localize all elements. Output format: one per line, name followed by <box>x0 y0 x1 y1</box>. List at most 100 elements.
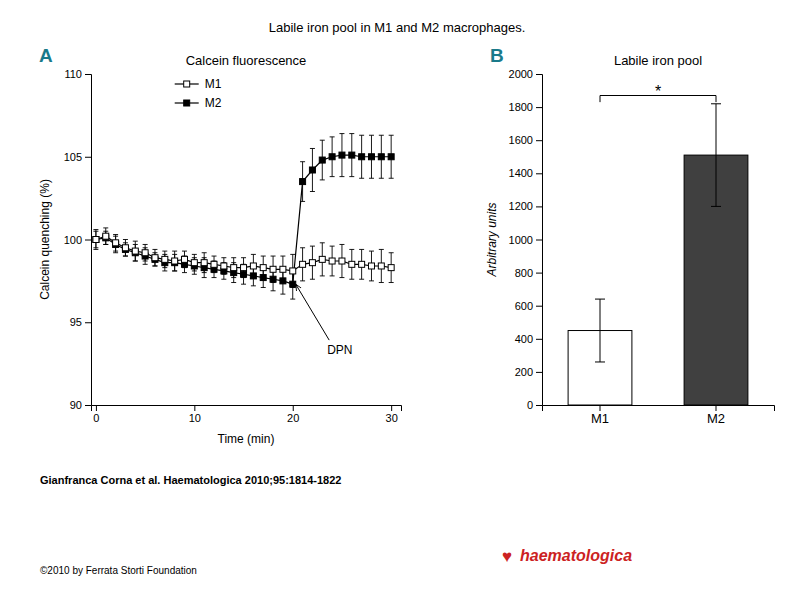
legend-marker <box>184 100 190 106</box>
error-bar <box>379 135 384 178</box>
tick-mark <box>536 339 542 340</box>
tick: 90 <box>70 399 91 411</box>
tick: 95 <box>70 316 91 328</box>
tick-mark <box>391 405 392 411</box>
tick-label: 400 <box>515 333 533 345</box>
tick-mark <box>536 107 542 108</box>
plot-area <box>568 96 748 405</box>
marker <box>270 266 276 272</box>
marker <box>280 266 286 272</box>
error-bar <box>113 235 118 252</box>
legend-item: M1 <box>175 77 222 91</box>
tick-label: M1 <box>591 411 609 426</box>
tick-label: 110 <box>64 68 82 80</box>
error-bar <box>339 244 344 277</box>
error-bar <box>221 258 226 275</box>
tick-label: 600 <box>515 300 533 312</box>
error-bar <box>320 140 325 180</box>
tick-mark <box>85 405 91 406</box>
tick-mark <box>85 74 91 75</box>
error-bar <box>241 258 246 278</box>
error-bar <box>300 162 305 202</box>
error-bar <box>389 253 394 283</box>
error-bar <box>595 299 605 362</box>
marker <box>201 260 207 266</box>
error-bar <box>93 230 98 250</box>
error-bar <box>202 253 207 273</box>
tick-mark <box>536 306 542 307</box>
series <box>93 134 394 299</box>
marker <box>349 152 355 158</box>
error-bar <box>271 256 276 282</box>
error-bar <box>143 244 148 261</box>
series-line <box>96 236 391 271</box>
error-bar <box>300 248 305 281</box>
error-bar <box>182 251 187 268</box>
marker <box>191 260 197 266</box>
tick: M2 <box>707 405 725 426</box>
tick-label: 10 <box>189 412 201 424</box>
tick-mark <box>85 157 91 158</box>
tick-mark <box>536 405 542 406</box>
error-bar <box>359 249 364 279</box>
marker <box>368 154 374 160</box>
panel-title: Labile iron pool <box>614 53 702 68</box>
legend-label: M2 <box>205 96 222 110</box>
error-bar <box>143 248 148 265</box>
error-bar <box>290 254 295 287</box>
tick-label: 200 <box>515 366 533 378</box>
marker <box>378 263 384 269</box>
marker <box>388 265 394 271</box>
axis-line <box>536 75 543 406</box>
marker <box>103 233 109 239</box>
error-bar <box>359 135 364 178</box>
axis-line <box>92 406 402 412</box>
error-bar <box>212 256 217 273</box>
tick: 10 <box>189 405 201 424</box>
marker <box>221 263 227 269</box>
annotation: DPN <box>327 343 352 357</box>
tick-label: 1600 <box>509 134 533 146</box>
marker <box>113 240 119 246</box>
marker <box>359 154 365 160</box>
logo-heart: ♥ <box>502 547 512 566</box>
marker <box>290 268 296 274</box>
error-bar <box>339 134 344 177</box>
tick-mark <box>536 140 542 141</box>
error-bar <box>152 249 157 266</box>
series-line <box>96 155 391 284</box>
legend-marker <box>184 81 190 87</box>
error-bar <box>369 251 374 281</box>
marker <box>132 248 138 254</box>
tick: 20 <box>287 405 299 424</box>
tick-label: 100 <box>64 234 82 246</box>
error-bar <box>123 240 128 257</box>
error-bar <box>320 243 325 276</box>
legend: M1M2 <box>175 77 222 110</box>
error-bar <box>251 254 256 277</box>
tick-mark <box>85 240 91 241</box>
tick: 1600 <box>509 134 542 146</box>
marker <box>329 258 335 264</box>
panel-label: B <box>490 45 504 66</box>
marker <box>329 154 335 160</box>
marker <box>181 256 187 262</box>
tick-label: 1000 <box>509 234 533 246</box>
panel-title: Calcein fluorescence <box>186 53 307 68</box>
tick: 0 <box>93 405 99 424</box>
marker <box>309 260 315 266</box>
marker <box>339 258 345 264</box>
panel-label: A <box>39 45 53 66</box>
tick: 200 <box>515 366 542 378</box>
tick-mark <box>536 240 542 241</box>
figure-title: Labile iron pool in M1 and M2 macrophage… <box>269 20 526 35</box>
tick-mark <box>716 405 717 411</box>
error-bar <box>379 249 384 282</box>
tick-mark <box>536 273 542 274</box>
error-bar <box>330 246 335 276</box>
marker <box>388 154 394 160</box>
plot-area <box>93 134 394 299</box>
axis-line <box>543 406 775 412</box>
tick: 110 <box>64 68 91 80</box>
marker <box>300 179 306 185</box>
